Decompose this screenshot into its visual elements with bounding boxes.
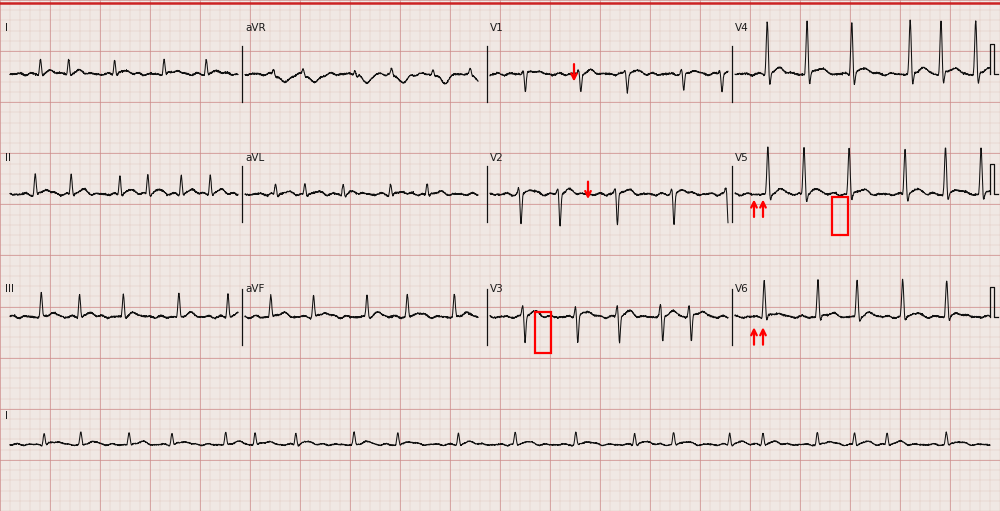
Bar [535,312,551,353]
Text: V3: V3 [490,284,504,294]
Text: aVF: aVF [245,284,264,294]
Text: I: I [5,23,8,33]
Text: III: III [5,284,14,294]
Bar [832,197,848,235]
Text: V5: V5 [735,153,749,164]
Text: V6: V6 [735,284,749,294]
Text: V4: V4 [735,23,749,33]
Text: aVL: aVL [245,153,264,164]
Text: V1: V1 [490,23,504,33]
Text: V2: V2 [490,153,504,164]
Text: I: I [5,411,8,422]
Text: aVR: aVR [245,23,266,33]
Text: II: II [5,153,11,164]
